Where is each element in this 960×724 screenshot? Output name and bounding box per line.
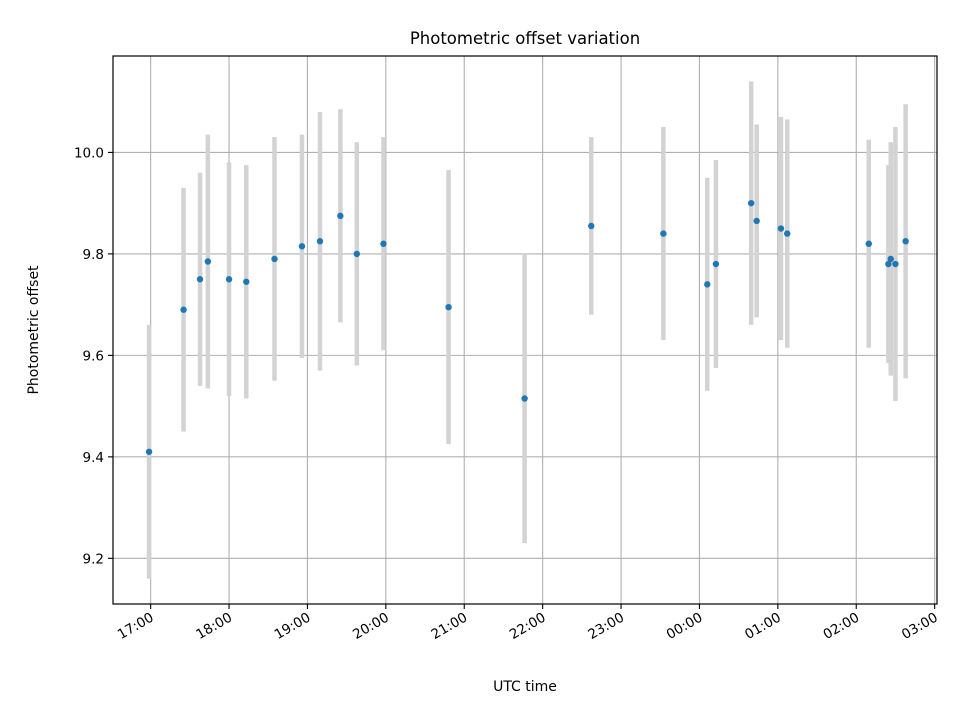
data-point bbox=[243, 278, 250, 285]
axes-frame bbox=[112, 55, 938, 605]
data-point bbox=[588, 222, 595, 230]
data-point bbox=[298, 243, 306, 250]
y-tick-label: 9.2 bbox=[83, 551, 104, 567]
data-point bbox=[712, 260, 720, 268]
data-point bbox=[196, 276, 204, 283]
data-point bbox=[660, 230, 667, 237]
x-axis-label: UTC time bbox=[493, 679, 557, 695]
y-tick-label: 9.8 bbox=[83, 247, 104, 263]
data-point bbox=[271, 255, 278, 263]
data-point bbox=[145, 448, 153, 455]
data-point bbox=[753, 217, 760, 225]
data-point bbox=[704, 281, 711, 288]
data-point bbox=[380, 240, 387, 247]
data-point bbox=[445, 303, 452, 311]
data-point bbox=[777, 225, 785, 232]
data-point bbox=[204, 258, 212, 265]
y-axis-label: Photometric offset bbox=[26, 265, 42, 395]
y-tick-label: 9.6 bbox=[83, 348, 104, 364]
y-tick-label: 10.0 bbox=[74, 145, 104, 161]
data-point bbox=[902, 238, 909, 245]
data-point bbox=[784, 230, 791, 237]
data-point bbox=[353, 250, 361, 258]
data-point bbox=[225, 276, 233, 283]
data-point bbox=[865, 240, 872, 247]
data-point bbox=[892, 260, 899, 268]
data-point bbox=[887, 255, 894, 263]
y-tick-label: 9.4 bbox=[83, 450, 104, 466]
data-points bbox=[145, 199, 909, 455]
chart-title: Photometric offset variation bbox=[410, 29, 640, 48]
data-point bbox=[316, 238, 324, 245]
data-point bbox=[747, 199, 755, 207]
data-point bbox=[885, 260, 892, 268]
data-point bbox=[337, 212, 344, 220]
data-point bbox=[521, 395, 528, 402]
data-point bbox=[180, 306, 187, 313]
